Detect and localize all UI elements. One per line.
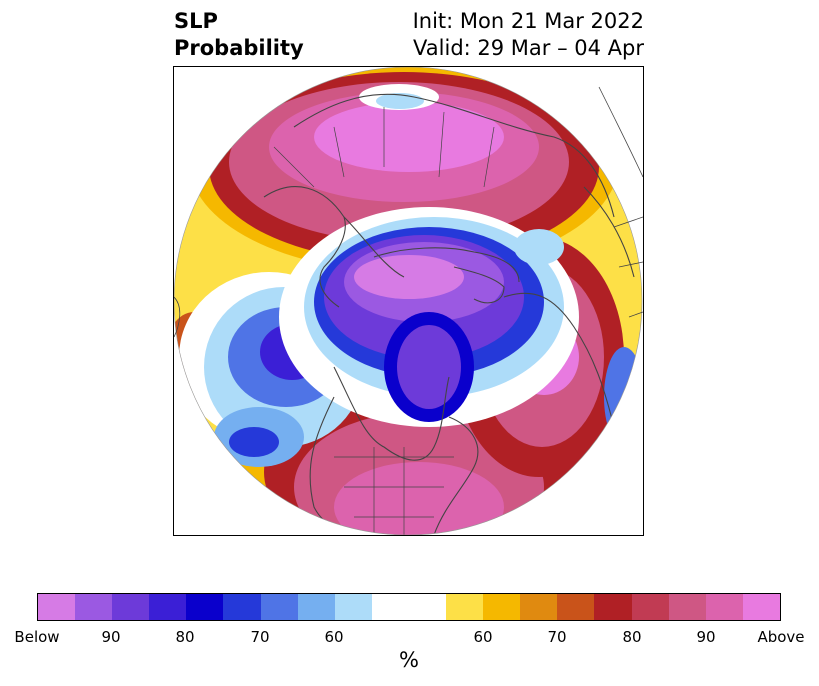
outside-land <box>174 86 643 338</box>
colorbar-segment <box>38 594 76 620</box>
outside-coast-2 <box>174 296 181 338</box>
colorbar-segment <box>371 594 409 620</box>
map-title: SLP Probability <box>174 8 304 62</box>
colorbar-tick-label: 60 <box>473 628 493 646</box>
colorbar-segment <box>446 594 484 620</box>
colorbar-tick-label: 70 <box>547 628 567 646</box>
colorbar-segment <box>260 594 298 620</box>
outside-coast-1 <box>598 86 643 178</box>
below-region-central-peak <box>354 255 464 299</box>
colorbar-tick-label: 90 <box>696 628 716 646</box>
polar-map <box>173 66 644 536</box>
colorbar-segment <box>223 594 261 620</box>
coastline-greenland <box>453 266 505 304</box>
colorbar-tick-label: 80 <box>175 628 195 646</box>
valid-date-range: Valid: 29 Mar – 04 Apr <box>413 36 644 60</box>
below-patch-east <box>514 229 564 265</box>
above-region-top-peak <box>314 102 504 172</box>
coastline-eurasia-north <box>293 93 615 218</box>
title-line-2: Probability <box>174 36 304 60</box>
colorbar-segment <box>75 594 113 620</box>
map-dates: Init: Mon 21 Mar 2022 Valid: 29 Mar – 04… <box>413 8 644 62</box>
coastline-east-asia <box>503 292 615 428</box>
below-region-southwest-core <box>229 427 279 457</box>
colorbar-tick-label: Above <box>757 628 805 646</box>
colorbar-segment <box>557 594 595 620</box>
probability-field <box>174 67 642 535</box>
colorbar-tick-label: 90 <box>101 628 121 646</box>
colorbar-tick-label: 60 <box>324 628 344 646</box>
coastlines <box>263 93 635 535</box>
colorbar-segment <box>705 594 743 620</box>
colorbar-segment <box>668 594 706 620</box>
colorbar-segment <box>594 594 632 620</box>
coastline-north-america-east <box>433 416 479 535</box>
colorbar-tick-label: 70 <box>250 628 270 646</box>
borders-countries <box>273 107 495 188</box>
coastline-arctic <box>373 247 520 283</box>
colorbar-segment <box>742 594 780 620</box>
colorbar-segment <box>112 594 150 620</box>
coastline-scandinavia <box>319 216 346 308</box>
colorbar-segment <box>408 594 447 620</box>
colorbar-tick-label: 80 <box>622 628 642 646</box>
borders-states <box>334 447 454 535</box>
colorbar-unit: % <box>399 648 419 672</box>
outside-borders <box>613 216 643 318</box>
colorbar-segment <box>149 594 187 620</box>
colorbar-segment <box>334 594 372 620</box>
title-line-1: SLP <box>174 9 218 33</box>
colorbar-segment <box>520 594 558 620</box>
probability-map-svg <box>174 67 643 535</box>
colorbar-segment <box>186 594 224 620</box>
colorbar-segment <box>297 594 335 620</box>
colorbar <box>37 593 781 621</box>
colorbar-segment <box>631 594 669 620</box>
coastline-hudson-bay <box>333 366 450 461</box>
init-date: Init: Mon 21 Mar 2022 <box>412 9 644 33</box>
coastline-europe <box>263 186 405 278</box>
colorbar-segment <box>483 594 521 620</box>
below-region-east-edge <box>604 347 642 447</box>
colorbar-tick-label: Below <box>14 628 60 646</box>
map-boundary <box>174 67 643 535</box>
below-region-hudson-core <box>397 325 461 409</box>
